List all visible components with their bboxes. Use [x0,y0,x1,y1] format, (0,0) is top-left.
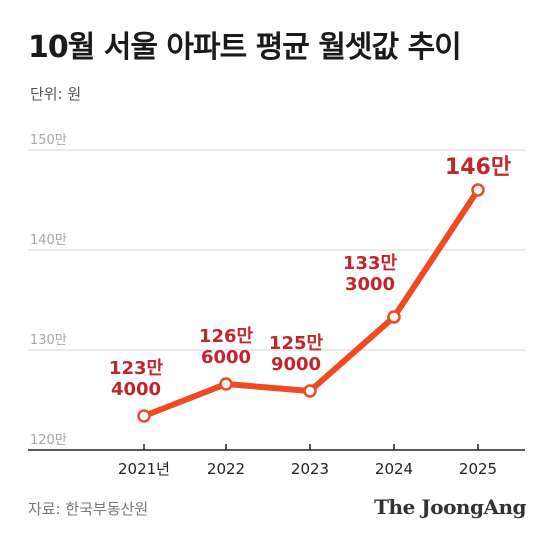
data-label-line: 6000 [201,347,251,368]
series-line [141,187,481,419]
chart-title: 10월 서울 아파트 평균 월셋값 추이 [28,30,462,65]
data-label: 146만 [445,155,511,180]
x-tick-label: 2024 [375,460,413,478]
brand-logo: The JoongAng [374,495,526,519]
x-tick-label: 2025 [459,460,497,478]
data-label-line: 9000 [271,354,321,375]
data-label-line: 123만 [109,358,164,379]
y-tick-label: 140만 [30,233,67,248]
x-tick-label: 2022 [207,460,245,478]
data-label-line: 4000 [111,379,161,400]
y-tick-label: 150만 [30,133,67,148]
data-label: 133만 3000 [343,253,398,295]
source-label: 자료: 한국부동산원 [28,500,149,518]
data-point [387,310,401,324]
data-label: 123만 4000 [109,358,164,400]
data-point [219,377,233,391]
data-label: 125만 9000 [269,333,324,375]
unit-label: 단위: 원 [30,85,82,103]
x-tick-label: 2021년 [118,460,170,478]
data-point [137,409,151,423]
data-label-line: 133만 [343,253,398,274]
data-point [303,384,317,398]
y-tick-label: 120만 [30,433,67,448]
y-tick-label: 130만 [30,333,67,348]
x-tick-label: 2023 [291,460,329,478]
data-label-line: 146만 [445,155,511,180]
data-label-line: 3000 [345,274,395,295]
data-point [471,183,485,197]
data-label-line: 126만 [199,326,254,347]
data-label: 126만 6000 [199,326,254,368]
data-label-line: 125만 [269,333,324,354]
